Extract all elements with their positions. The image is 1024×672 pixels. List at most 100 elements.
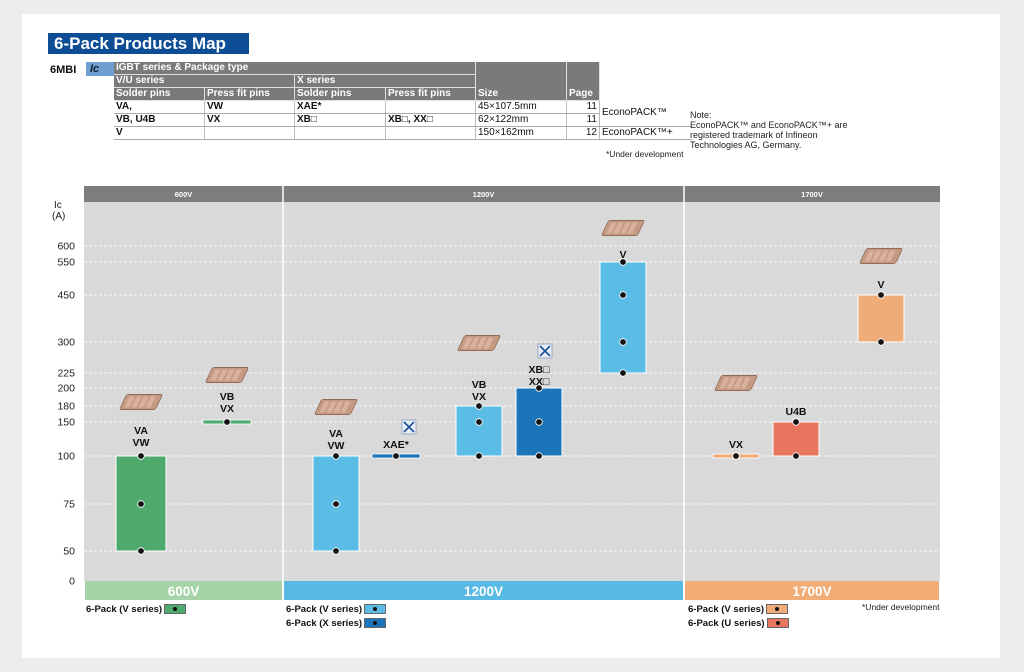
module-large-icon	[601, 220, 645, 236]
voltage-header-strip	[84, 186, 940, 202]
current-point	[475, 452, 483, 460]
header-vu-press: Press fit pins	[204, 87, 295, 101]
voltage-header-1700V: 1700V	[801, 190, 823, 199]
cell-page: 11	[566, 100, 600, 114]
voltage-band-label: 600V	[168, 584, 200, 599]
voltage-band-1700V	[685, 581, 939, 600]
legend-1700v-u-series: 6-Pack (U series)	[688, 618, 789, 630]
current-point	[877, 338, 885, 346]
header-x-press: Press fit pins	[385, 87, 476, 101]
current-point	[792, 452, 800, 460]
y-axis-label: Ic	[54, 200, 62, 211]
current-point	[877, 291, 885, 299]
y-tick-label: 550	[57, 257, 75, 269]
legend-600v-v-series: 6-Pack (V series)	[86, 604, 187, 616]
cell-vu-press: VX	[204, 113, 295, 127]
cell-size: 45×107.5mm	[475, 100, 567, 114]
legend-swatch	[364, 604, 387, 615]
cell-x-solder: XAE*	[294, 100, 386, 114]
cell-package-econopack: EconoPACK™	[599, 100, 692, 127]
current-point	[332, 500, 340, 508]
module-medium-icon	[714, 375, 758, 391]
series-label: VW	[133, 437, 150, 449]
legend-label: 6-Pack (X series)	[286, 618, 363, 629]
cell-size: 150×162mm	[475, 126, 567, 140]
series-label: VB	[220, 391, 235, 403]
y-tick-label: 450	[57, 290, 75, 302]
cell-package-econopack-plus: EconoPACK™+	[599, 126, 692, 140]
cell-vu-press: VW	[204, 100, 295, 114]
current-point	[535, 384, 543, 392]
under-development-note: *Under development	[606, 149, 684, 159]
legend-swatch	[766, 604, 789, 615]
package-table: IGBT series & Package type Size Page V/U…	[114, 62, 692, 140]
series-label: VA	[134, 425, 148, 437]
series-label: U4B	[785, 406, 806, 418]
current-point	[332, 547, 340, 555]
series-label: VX	[472, 391, 486, 403]
plot-area	[84, 186, 940, 581]
current-point	[332, 452, 340, 460]
current-point	[619, 369, 627, 377]
module-small-icon	[119, 394, 163, 410]
header-page: Page	[566, 62, 600, 101]
legend-swatch	[766, 618, 789, 629]
table-row: VA, VW XAE* 45×107.5mm 11 EconoPACK™	[114, 100, 692, 127]
cell-vu-solder: VB, U4B	[114, 113, 205, 127]
legend-label: 6-Pack (V series)	[86, 604, 163, 615]
voltage-band-1200V	[284, 581, 683, 600]
current-point	[619, 258, 627, 266]
page-title: 6-Pack Products Map	[48, 33, 249, 54]
module-small-icon	[314, 399, 358, 415]
current-point	[475, 418, 483, 426]
current-point	[223, 418, 231, 426]
current-point	[392, 452, 400, 460]
under-development-icon	[537, 343, 553, 359]
voltage-header-1200V: 1200V	[473, 190, 495, 199]
range-bar-VB-VX	[455, 405, 503, 457]
current-point	[137, 500, 145, 508]
series-label: V	[619, 249, 626, 261]
header-x-solder: Solder pins	[294, 87, 386, 101]
cell-page: 12	[566, 126, 600, 140]
voltage-band-600V	[85, 581, 282, 600]
legend-label: 6-Pack (V series)	[688, 604, 765, 615]
table-row: V 150×162mm 12 EconoPACK™+	[114, 126, 692, 140]
series-label: VA	[329, 428, 343, 440]
y-tick-label: 300	[57, 337, 75, 349]
range-bar-V	[599, 261, 647, 374]
series-label: V	[877, 279, 884, 291]
cell-page: 11	[566, 113, 600, 127]
cell-vu-solder: V	[114, 126, 205, 140]
module-medium-icon	[205, 367, 249, 383]
range-bar-V	[857, 294, 905, 343]
current-point	[475, 402, 483, 410]
series-label: XX□	[529, 376, 550, 388]
y-tick-label: 100	[57, 451, 75, 463]
y-axis-unit: (A)	[52, 211, 65, 222]
model-code: 6MBI	[50, 64, 77, 76]
series-label: VB	[472, 379, 487, 391]
legend-swatch	[364, 618, 387, 629]
current-point	[535, 452, 543, 460]
voltage-band-label: 1200V	[464, 584, 503, 599]
header-x-series: X series	[294, 74, 476, 88]
y-tick-label: 0	[69, 576, 75, 588]
voltage-header-600V: 600V	[175, 190, 193, 199]
series-label: VW	[328, 440, 345, 452]
header-vu-series: V/U series	[114, 74, 295, 88]
range-bar-U4B	[772, 421, 820, 457]
series-label: XAE*	[383, 439, 410, 451]
series-label: VX	[220, 403, 234, 415]
cell-x-press	[385, 126, 476, 140]
current-point	[792, 418, 800, 426]
current-point	[619, 338, 627, 346]
header-vu-solder: Solder pins	[114, 87, 205, 101]
y-tick-label: 150	[57, 417, 75, 429]
y-tick-label: 75	[63, 499, 75, 511]
voltage-band-label: 1700V	[792, 584, 831, 599]
under-development-icon	[401, 419, 417, 435]
cell-x-solder	[294, 126, 386, 140]
